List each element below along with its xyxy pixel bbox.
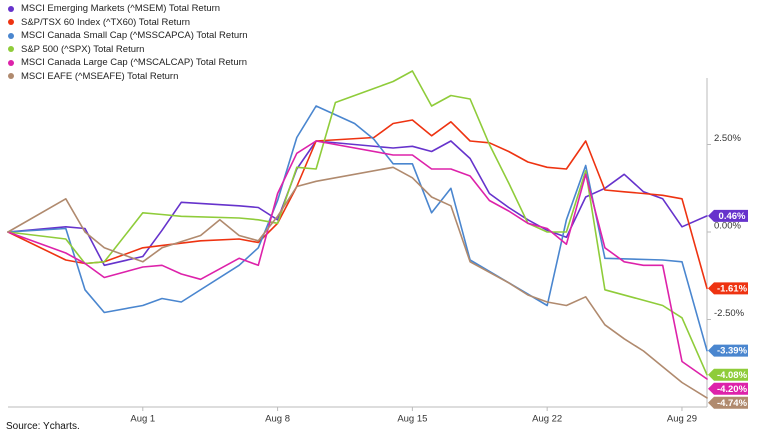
- series-line: [7, 70, 708, 376]
- x-tick-label: Aug 29: [667, 413, 697, 424]
- legend-swatch-icon: [8, 5, 14, 12]
- legend-item[interactable]: MSCI Canada Large Cap (^MSCALCAP) Total …: [8, 56, 248, 70]
- series-line: [7, 166, 708, 399]
- legend-swatch-icon: [8, 46, 14, 53]
- end-value-label: -4.20%: [717, 384, 748, 395]
- source-note: Source: Ycharts.: [6, 421, 80, 432]
- end-value-label: -4.74%: [717, 398, 748, 409]
- series-line: [7, 119, 708, 290]
- x-axis-ticks: Aug 1 Aug 8 Aug 15 Aug 22 Aug 29: [130, 407, 697, 424]
- end-label-tag: [708, 382, 748, 395]
- end-value-label: 0.46%: [719, 211, 746, 222]
- legend-item[interactable]: MSCI Canada Small Cap (^MSSCAPCA) Total …: [8, 29, 248, 43]
- legend-label: MSCI Canada Small Cap (^MSSCAPCA) Total …: [21, 30, 248, 42]
- legend-label: MSCI Emerging Markets (^MSEM) Total Retu…: [21, 3, 221, 15]
- y-tick-label: -2.50%: [714, 308, 745, 319]
- end-label-tag: [708, 209, 748, 222]
- end-label-tag: [708, 368, 748, 381]
- end-value-label: -3.39%: [717, 346, 748, 357]
- legend-label: S&P/TSX 60 Index (^TX60) Total Return: [21, 16, 191, 28]
- legend-swatch-icon: [8, 73, 14, 80]
- legend-swatch-icon: [8, 19, 14, 26]
- series-line: [7, 105, 708, 352]
- legend-item[interactable]: MSCI EAFE (^MSEAFE) Total Return: [8, 70, 248, 84]
- end-value-labels: 0.46% -1.61% -3.39% -4.08% -4.20% -4.74%: [708, 209, 748, 409]
- legend-item[interactable]: S&P 500 (^SPX) Total Return: [8, 43, 248, 57]
- x-tick-label: Aug 15: [397, 413, 427, 424]
- y-tick-label: 0.00%: [714, 221, 741, 232]
- legend-swatch-icon: [8, 59, 14, 66]
- series-lines: [7, 70, 708, 399]
- end-label-tag: [708, 282, 748, 295]
- y-axis-ticks: 2.50% 0.00% -2.50%: [707, 133, 745, 320]
- series-line: [7, 140, 708, 267]
- legend-label: MSCI EAFE (^MSEAFE) Total Return: [21, 70, 179, 82]
- legend-swatch-icon: [8, 32, 14, 39]
- end-value-label: -4.08%: [717, 370, 748, 381]
- legend: MSCI Emerging Markets (^MSEM) Total Retu…: [8, 2, 248, 83]
- legend-label: S&P 500 (^SPX) Total Return: [21, 43, 145, 55]
- x-tick-label: Aug 1: [130, 413, 155, 424]
- x-tick-label: Aug 22: [532, 413, 562, 424]
- end-label-tag: [708, 344, 748, 357]
- series-line: [7, 140, 708, 380]
- end-label-tag: [708, 396, 748, 409]
- x-tick-label: Aug 8: [265, 413, 290, 424]
- end-value-label: -1.61%: [717, 283, 748, 294]
- legend-label: MSCI Canada Large Cap (^MSCALCAP) Total …: [21, 57, 248, 69]
- legend-item[interactable]: MSCI Emerging Markets (^MSEM) Total Retu…: [8, 2, 248, 16]
- y-tick-label: 2.50%: [714, 133, 741, 144]
- legend-item[interactable]: S&P/TSX 60 Index (^TX60) Total Return: [8, 16, 248, 30]
